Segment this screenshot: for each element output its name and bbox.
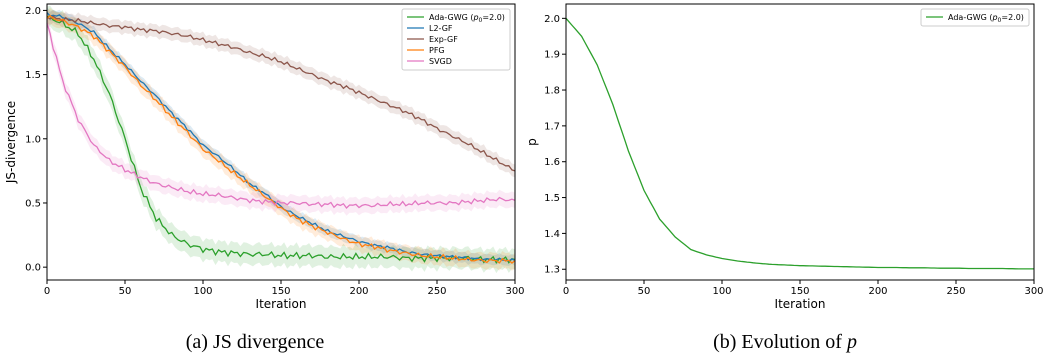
x-tick-label: 50 xyxy=(119,286,132,297)
x-tick-label: 100 xyxy=(193,286,212,297)
plot-frame xyxy=(565,3,1035,281)
y-tick-label: 1.5 xyxy=(544,193,560,204)
y-tick-label: 1.4 xyxy=(544,229,560,240)
series-line xyxy=(46,15,516,172)
y-tick-label: 1.3 xyxy=(544,265,560,276)
x-tick-label: 150 xyxy=(271,286,290,297)
series-line xyxy=(565,17,1034,270)
series-line xyxy=(46,12,516,262)
legend: Ada-GWG (p0=2.0) xyxy=(920,8,1030,27)
x-axis-label: Iteration xyxy=(775,297,826,311)
caption-b-symbol: p xyxy=(845,331,857,353)
y-tick-label: 0.5 xyxy=(25,198,41,209)
series-line xyxy=(46,15,516,265)
y-axis-label: p xyxy=(525,138,539,146)
x-tick-label: 250 xyxy=(946,286,965,297)
x-tick-label: 200 xyxy=(868,286,887,297)
x-tick-label: 200 xyxy=(349,286,368,297)
legend: Ada-GWG (p0=2.0)L2-GF Exp-GF PFG SVGD xyxy=(401,8,511,71)
x-tick-label: 0 xyxy=(563,286,569,297)
y-tick-label: 1.7 xyxy=(544,121,560,132)
y-tick-label: 2.0 xyxy=(544,14,560,25)
legend-label: PFG xyxy=(429,46,445,55)
y-tick-label: 1.5 xyxy=(25,70,41,81)
js-divergence-chart: 0 50 100 150 200 250 300 0.0 0.5 1.0 1.5 2.0 Itera… xyxy=(4,3,525,311)
y-tick-label: 1.8 xyxy=(544,86,560,97)
series-band xyxy=(47,7,515,271)
legend-box xyxy=(920,8,1030,27)
caption-b-text: (b) Evolution of xyxy=(713,331,847,353)
x-tick-label: 50 xyxy=(638,286,651,297)
legend-label: Exp-GF xyxy=(429,35,458,44)
caption-a: (a) JS divergence xyxy=(186,331,325,353)
x-tick-label: 250 xyxy=(427,286,446,297)
series-line xyxy=(46,14,516,264)
legend-label: SVGD xyxy=(429,57,452,66)
series-band xyxy=(47,15,515,216)
legend-label: L2-GF xyxy=(429,24,453,33)
x-tick-label: 0 xyxy=(44,286,50,297)
y-tick-label: 1.0 xyxy=(25,134,41,145)
y-axis-label: JS-divergence xyxy=(4,101,18,184)
x-tick-label: 150 xyxy=(790,286,809,297)
x-tick-label: 100 xyxy=(712,286,731,297)
x-tick-label: 300 xyxy=(1024,286,1043,297)
series-band xyxy=(47,5,515,274)
legend-label: Ada-GWG (p0=2.0) xyxy=(948,13,1024,24)
series-line xyxy=(46,22,516,209)
y-tick-label: 1.9 xyxy=(544,50,560,61)
legend-label: Ada-GWG (p0=2.0) xyxy=(429,13,505,24)
p-evolution-chart: 0 50 100 150 200 250 300 1.3 1.4 1.5 1.6 1.7 1.8 1.9… xyxy=(525,3,1044,311)
series-band xyxy=(47,7,515,267)
series-band xyxy=(47,9,515,178)
y-tick-label: 2.0 xyxy=(25,6,41,17)
y-tick-label: 0.0 xyxy=(25,263,41,274)
caption-b: (b) Evolution of p xyxy=(713,331,857,353)
y-tick-label: 1.6 xyxy=(544,157,560,168)
x-tick-label: 300 xyxy=(505,286,524,297)
legend-box xyxy=(401,8,511,71)
x-axis-label: Iteration xyxy=(256,297,307,311)
